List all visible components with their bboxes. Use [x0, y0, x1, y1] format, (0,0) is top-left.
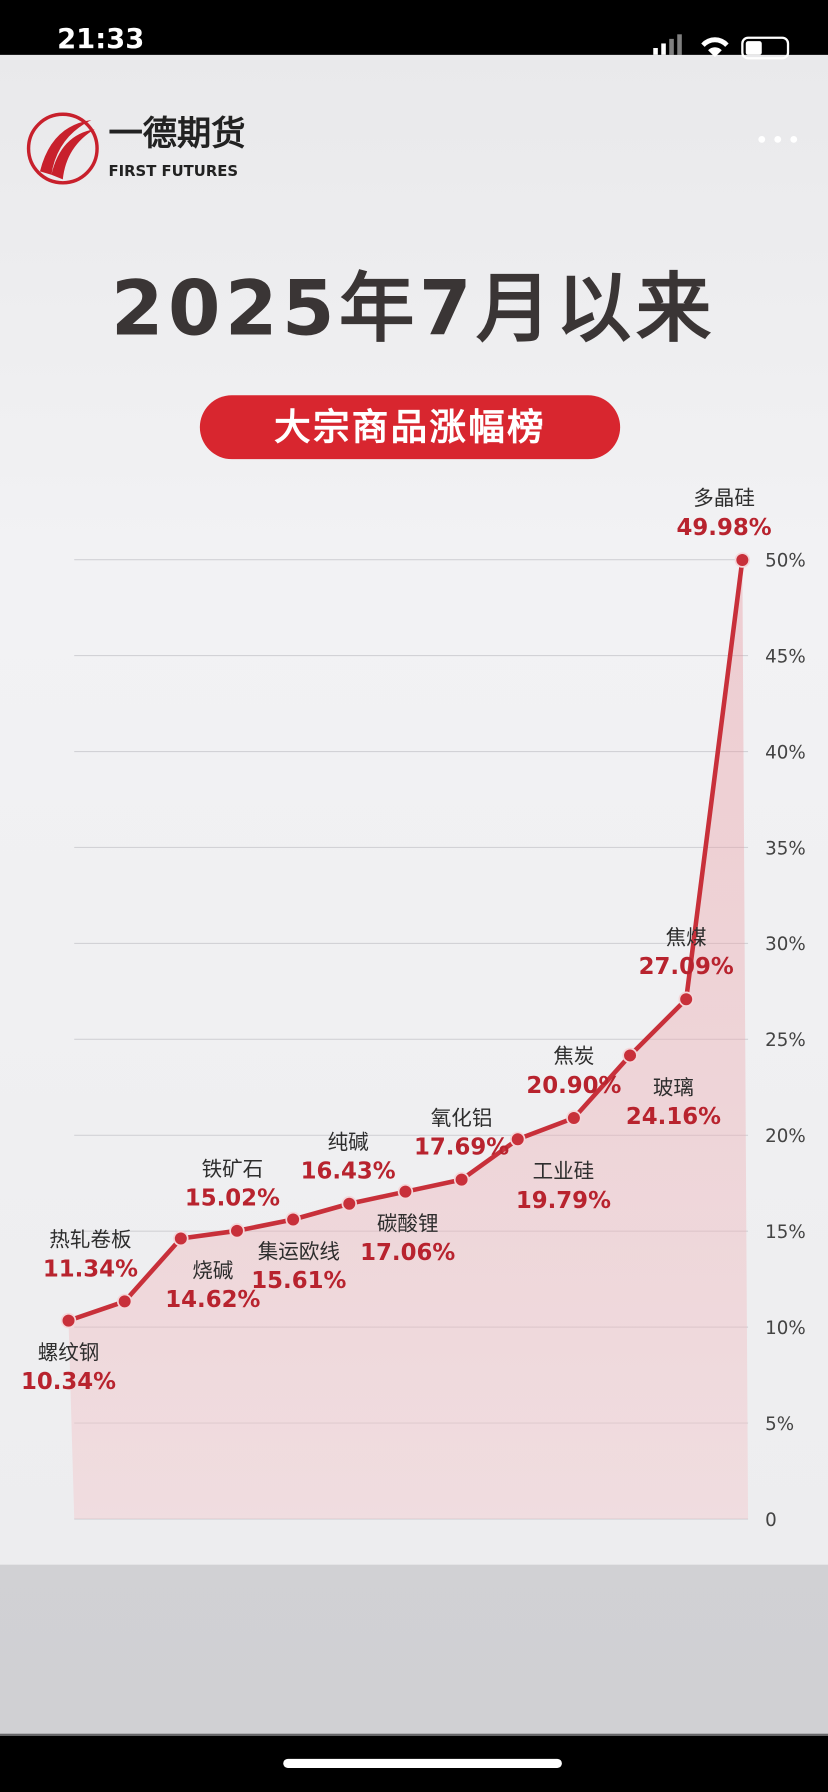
- category-label: 焦炭: [553, 1044, 594, 1068]
- point: [173, 1230, 189, 1247]
- chart-title: 2025年7月以来: [111, 265, 716, 353]
- value-label: 20.90%: [526, 1073, 621, 1099]
- y-tick-label: 30%: [765, 934, 806, 955]
- point: [397, 1183, 414, 1200]
- category-label: 螺纹钢: [38, 1340, 100, 1364]
- category-label: 碳酸锂: [377, 1212, 439, 1236]
- point: [622, 1047, 638, 1064]
- y-tick-label: 20%: [765, 1126, 806, 1147]
- y-tick-label: 10%: [765, 1318, 806, 1339]
- value-label: 17.69%: [414, 1134, 509, 1160]
- category-label: 工业硅: [533, 1159, 595, 1183]
- value-label: 19.79%: [516, 1188, 611, 1214]
- chart-subtitle: 大宗商品涨幅榜: [274, 406, 546, 449]
- point: [60, 1312, 77, 1329]
- point: [510, 1131, 526, 1148]
- value-label: 49.98%: [677, 515, 772, 541]
- category-label: 热轧卷板: [49, 1228, 131, 1252]
- blurred-area: [0, 1564, 828, 1736]
- y-tick-label: 0: [765, 1510, 777, 1531]
- point: [285, 1211, 301, 1228]
- status-time: 21:33: [57, 24, 144, 55]
- point: [734, 552, 751, 568]
- y-tick-label: 25%: [765, 1030, 806, 1051]
- point: [116, 1293, 133, 1310]
- brand-name: 一德期货: [108, 114, 245, 154]
- y-tick-label: 50%: [765, 551, 806, 572]
- category-label: 玻璃: [653, 1075, 694, 1099]
- area: [68, 560, 749, 1519]
- y-tick-label: 5%: [765, 1414, 794, 1435]
- category-label: 纯碱: [328, 1130, 370, 1154]
- category-label: 焦煤: [666, 925, 707, 949]
- value-label: 16.43%: [301, 1159, 396, 1185]
- point: [453, 1171, 470, 1188]
- value-label: 27.09%: [639, 954, 734, 980]
- status-icons: [653, 34, 790, 60]
- value-label: 11.34%: [43, 1256, 138, 1282]
- point: [341, 1196, 357, 1212]
- point: [229, 1223, 245, 1239]
- value-label: 15.02%: [185, 1186, 280, 1212]
- category-label: 集运欧线: [258, 1239, 340, 1263]
- category-label: 铁矿石: [202, 1157, 264, 1181]
- value-label: 14.62%: [165, 1287, 260, 1313]
- point: [678, 991, 694, 1007]
- value-label: 15.61%: [251, 1268, 346, 1294]
- value-label: 17.06%: [360, 1240, 455, 1266]
- value-label: 10.34%: [21, 1369, 116, 1395]
- point: [566, 1110, 582, 1126]
- category-label: 多晶硅: [693, 486, 755, 510]
- category-label: 烧碱: [192, 1258, 234, 1282]
- subtitle-pill: [199, 395, 621, 460]
- value-label: 24.16%: [626, 1104, 721, 1130]
- brand-name-en: FIRST FUTURES: [108, 163, 238, 180]
- y-tick-label: 40%: [765, 742, 806, 763]
- category-label: 氧化铝: [431, 1106, 493, 1130]
- menu-dots[interactable]: [758, 135, 798, 143]
- home-indicator: [283, 1758, 562, 1768]
- y-tick-label: 45%: [765, 646, 806, 667]
- logo-icon: [26, 112, 99, 185]
- y-tick-label: 35%: [765, 838, 806, 859]
- y-tick-label: 15%: [765, 1222, 806, 1243]
